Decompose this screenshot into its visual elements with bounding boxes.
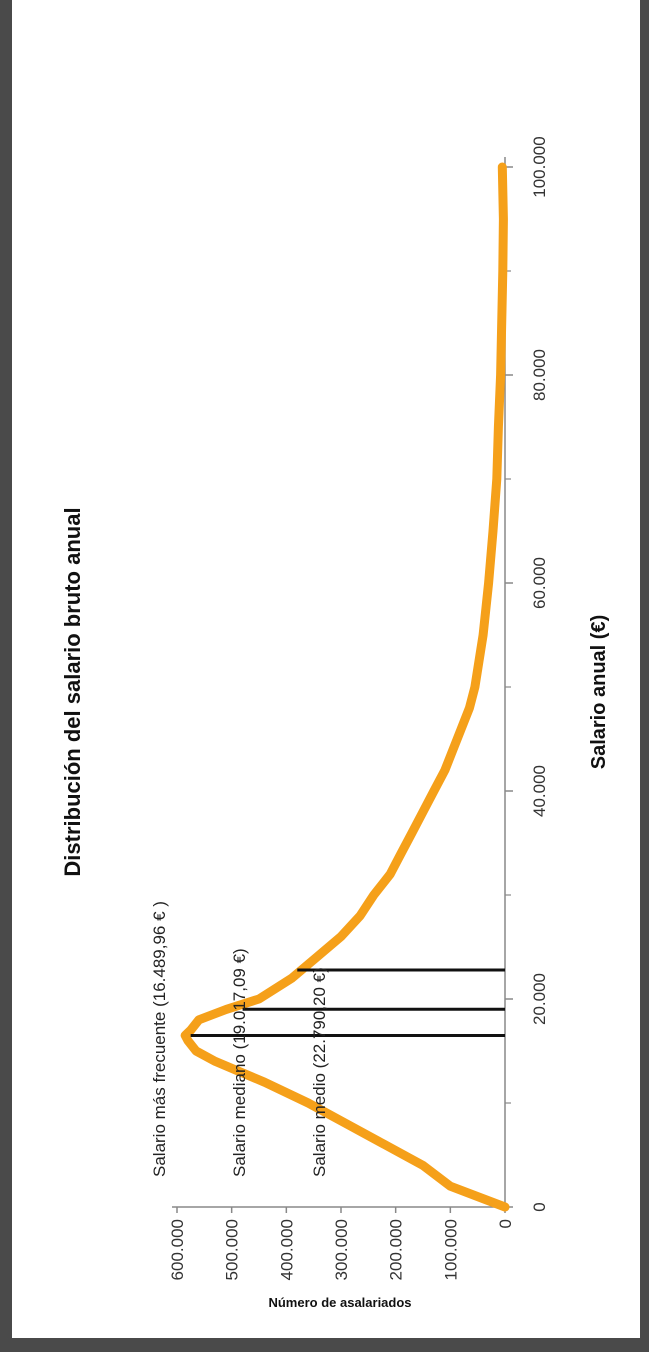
y-tick-label: 500.000: [223, 1219, 242, 1280]
x-axis-title: Salario anual (€): [588, 615, 610, 770]
chart-title: Distribución del salario bruto anual: [60, 507, 85, 876]
y-tick-label: 0: [496, 1219, 515, 1228]
annotation-label: Salario mediano (19.017,09 €): [230, 948, 249, 1177]
x-tick-label: 80.000: [530, 349, 549, 401]
plot-area: 0 20.000 40.000 60.000 80.000 100.000 0 100.000…: [150, 136, 549, 1280]
series-line: [180, 162, 510, 1212]
annotation-label: Salario medio (22.790,20 €): [310, 967, 329, 1177]
y-axis-title: Número de asalariados: [268, 1295, 411, 1310]
annotation-label: Salario más frecuente (16.489,96 € ): [150, 901, 169, 1177]
y-tick-label: 600.000: [168, 1219, 187, 1280]
y-tick-label: 400.000: [277, 1219, 296, 1280]
y-tick-label: 100.000: [441, 1219, 460, 1280]
y-tick-label: 200.000: [387, 1219, 406, 1280]
x-tick-label: 60.000: [530, 557, 549, 609]
x-tick-label: 0: [530, 1202, 549, 1211]
y-tick-label: 300.000: [332, 1219, 351, 1280]
x-tick-label: 20.000: [530, 973, 549, 1025]
x-tick-label: 40.000: [530, 765, 549, 817]
x-tick-label: 100.000: [530, 136, 549, 197]
